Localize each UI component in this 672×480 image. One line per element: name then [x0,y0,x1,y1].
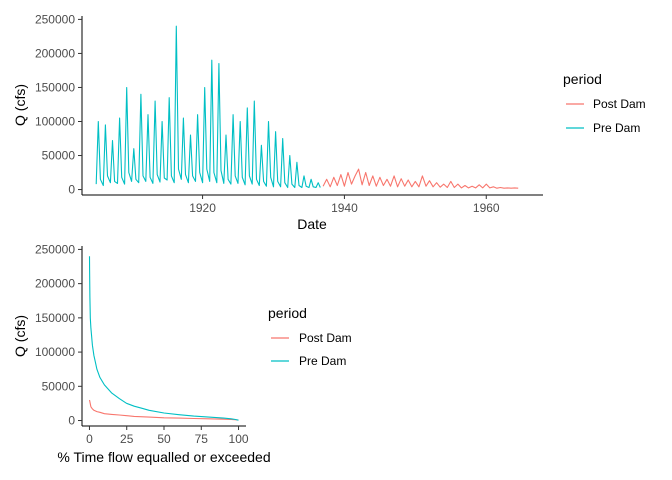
time-series-x-tick-label: 1940 [331,201,358,215]
flow-duration-legend: period Post Dam Pre Dam [268,305,352,368]
time-series-y-tick-label: 0 [68,183,75,197]
flow-duration-x-tick-label: 75 [195,432,209,446]
flow-duration-x-ticks: 0 25 50 75 100 [86,426,249,446]
time-series-y-ticks: 0 50000 100000 150000 200000 250000 [35,12,82,197]
flow-duration-legend-label-pre-dam: Pre Dam [299,354,346,368]
flow-duration-y-tick-label: 150000 [35,311,75,325]
time-series-y-tick-label: 100000 [35,114,75,128]
flow-duration-series-post-dam [88,399,239,421]
time-series-y-tick-label: 50000 [42,149,76,163]
time-series-y-tick-label: 150000 [35,80,75,94]
flow-duration-y-ticks: 0 50000 100000 150000 200000 250000 [35,242,82,428]
time-series-x-tick-label: 1960 [473,201,500,215]
time-series-legend-label-post-dam: Post Dam [593,97,646,111]
flow-duration-series-pre-dam [88,256,239,421]
flow-duration-x-tick-label: 50 [157,432,171,446]
time-series-y-tick-label: 250000 [35,12,75,26]
time-series-series-pre-dam [95,25,321,189]
flow-duration-legend-label-post-dam: Post Dam [299,331,352,345]
flow-duration-y-tick-label: 250000 [35,242,75,256]
time-series-y-axis-title: Q (cfs) [12,84,28,126]
time-series-legend: period Post Dam Pre Dam [563,71,646,135]
flow-duration-y-axis-title: Q (cfs) [12,315,28,357]
time-series-lines [95,25,519,189]
time-series-x-tick-label: 1920 [189,201,216,215]
flow-duration-lines [88,256,239,421]
flow-duration-y-tick-label: 100000 [35,345,75,359]
flow-duration-x-axis-title: % Time flow equalled or exceeded [57,449,270,465]
flow-duration-x-tick-label: 25 [120,432,134,446]
time-series-y-tick-label: 200000 [35,46,75,60]
flow-duration-y-tick-label: 200000 [35,277,75,291]
time-series-legend-title: period [563,71,602,87]
flow-duration-y-tick-label: 0 [68,414,75,428]
time-series-x-axis-title: Date [297,216,327,232]
time-series-series-post-dam [322,168,519,189]
time-series-x-ticks: 1920 1940 1960 [189,195,500,215]
flow-duration-y-tick-label: 50000 [42,379,76,393]
flow-duration-legend-title: period [268,305,307,321]
flow-duration-x-tick-label: 0 [86,432,93,446]
flow-duration-chart: 0 50000 100000 150000 200000 250000 0 25 50 75 10… [12,242,352,465]
flow-duration-x-tick-label: 100 [229,432,249,446]
time-series-legend-label-pre-dam: Pre Dam [593,121,640,135]
